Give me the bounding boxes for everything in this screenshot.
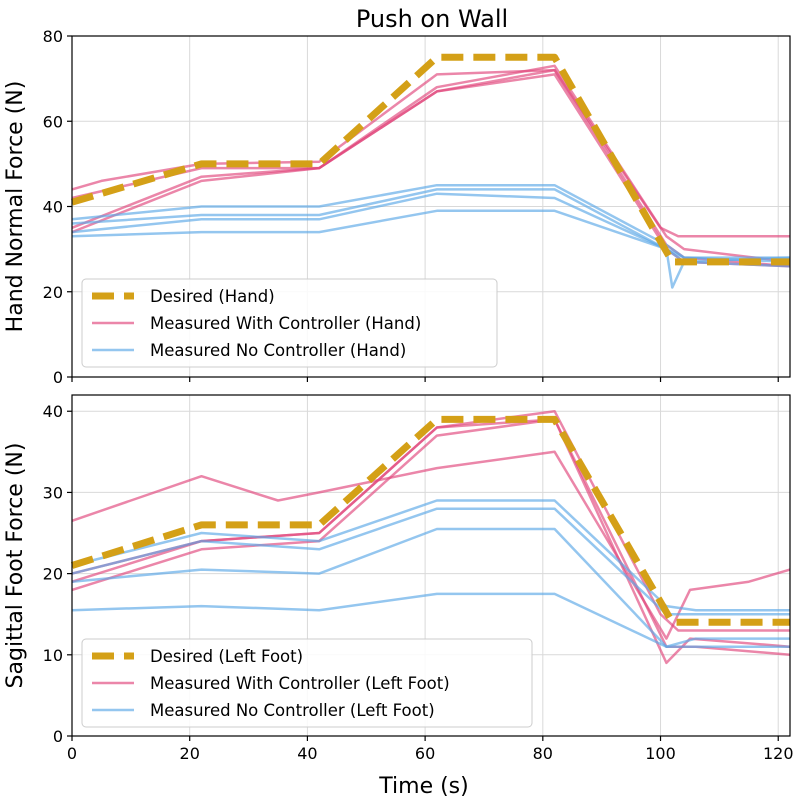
y-tick-label: 30 (43, 483, 63, 502)
foot-force-panel: 0 20 40 60 80 100 120 0 10 20 30 40 Sagittal Foot Fo… (3, 394, 794, 763)
x-tick-label: 20 (180, 744, 200, 763)
measured-series-line (71, 418, 791, 665)
measured-series-line (71, 450, 791, 640)
measured-series-line (71, 592, 790, 648)
legend-label: Measured With Controller (Hand) (150, 314, 421, 333)
x-tick-label: 120 (763, 744, 794, 763)
legend-box (81, 278, 498, 368)
measured-series-line (71, 507, 790, 616)
measured-series-line (71, 499, 790, 612)
desired-series-line (70, 415, 790, 626)
y-axis-label: Hand Normal Force (N) (3, 81, 28, 333)
measured-series-line (71, 183, 791, 264)
measured-series-line (71, 527, 790, 648)
legend-label: Desired (Left Foot) (150, 647, 303, 666)
y-tick-label: 0 (53, 727, 63, 746)
measured-series-line (71, 64, 791, 264)
y-tick-label: 40 (43, 402, 63, 421)
x-tick-label: 0 (67, 744, 77, 763)
hand-force-panel: 0 20 40 60 80 Hand Normal Force (N) Desired (H… (3, 27, 791, 387)
y-tick-label: 20 (43, 283, 63, 302)
y-tick-label: 40 (43, 198, 63, 217)
measured-series-line (71, 188, 791, 268)
legend-label: Measured No Controller (Hand) (150, 341, 406, 360)
legend-label: Measured With Controller (Left Foot) (150, 674, 450, 693)
y-tick-label: 60 (43, 112, 63, 131)
chart-title: Push on Wall (356, 5, 508, 33)
x-tick-label: 80 (533, 744, 553, 763)
y-axis-label: Sagittal Foot Force (N) (3, 443, 28, 689)
y-tick-label: 80 (43, 27, 63, 46)
legend: Desired (Left Foot) Measured With Control… (81, 638, 533, 728)
y-tick-label: 0 (53, 368, 63, 387)
measured-series-line (71, 409, 790, 632)
desired-series-line (71, 53, 790, 266)
legend-box (81, 638, 533, 728)
plot-frame (71, 394, 791, 737)
x-tick-label: 60 (415, 744, 435, 763)
x-axis-label: Time (s) (378, 774, 468, 799)
legend: Desired (Hand) Measured With Controller (… (81, 278, 498, 368)
y-tick-label: 10 (43, 646, 63, 665)
y-tick-label: 20 (43, 565, 63, 584)
legend-label: Desired (Hand) (150, 287, 275, 306)
legend-label: Measured No Controller (Left Foot) (150, 701, 435, 720)
measured-series-line (71, 192, 790, 259)
x-tick-label: 40 (297, 744, 317, 763)
x-tick-label: 100 (645, 744, 676, 763)
measured-series-line (71, 68, 790, 238)
measured-series-line (71, 209, 791, 289)
